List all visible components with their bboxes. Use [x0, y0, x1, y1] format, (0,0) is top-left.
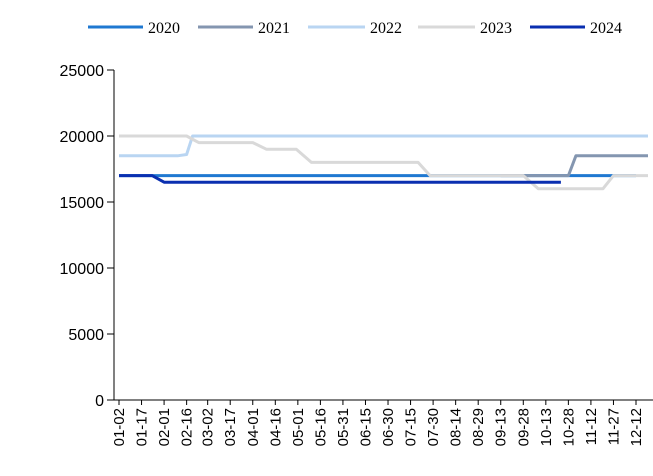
x-tick-label: 01-02 [111, 408, 128, 446]
legend-label-2022: 2022 [370, 20, 402, 37]
x-tick-label: 04-16 [267, 408, 284, 446]
legend-label-2024: 2024 [590, 20, 622, 37]
x-tick-label: 04-01 [245, 408, 262, 446]
legend-label-2023: 2023 [480, 20, 512, 37]
y-tick-label: 15000 [60, 195, 105, 212]
x-tick-label: 07-30 [425, 408, 442, 446]
x-tick-label: 03-02 [200, 408, 217, 446]
x-tick-label: 01-17 [134, 408, 151, 446]
x-tick-label: 08-29 [470, 408, 487, 446]
series-line-2022 [119, 134, 648, 158]
x-tick-label: 06-15 [357, 408, 374, 446]
x-tick-label: 09-28 [515, 408, 532, 446]
x-tick-label: 10-28 [560, 408, 577, 446]
x-tick-label: 09-13 [493, 408, 510, 446]
x-tick-label: 06-30 [380, 408, 397, 446]
x-tick-label: 11-12 [583, 408, 600, 445]
y-tick-label: 25000 [60, 63, 105, 80]
y-tick-label: 0 [95, 393, 104, 410]
series-line-2024 [119, 174, 561, 184]
y-tick-label: 10000 [60, 261, 105, 278]
x-axis: 01-02 01-17 02-01 02-16 03-02 03-17 04-01 04-16… [111, 399, 653, 446]
y-tick-label: 5000 [68, 327, 104, 344]
legend-label-2020: 2020 [148, 20, 180, 37]
x-tick-label: 10-13 [538, 408, 555, 446]
x-tick-label: 02-16 [179, 408, 196, 446]
x-tick-label: 12-12 [628, 408, 645, 446]
x-tick-label: 02-01 [156, 408, 173, 446]
y-tick-label: 20000 [60, 129, 105, 146]
x-tick-label: 11-27 [605, 408, 622, 445]
y-axis: 0 5000 10000 15000 20000 25000 [60, 63, 115, 410]
legend-label-2021: 2021 [258, 20, 290, 37]
x-tick-label: 08-14 [448, 408, 465, 446]
plot-area [119, 134, 648, 191]
x-tick-label: 05-31 [335, 408, 352, 446]
series-line-2021 [500, 154, 648, 178]
x-tick-label: 07-15 [403, 408, 420, 446]
series-line-2023 [119, 134, 648, 191]
x-tick-label: 05-01 [290, 408, 307, 446]
x-tick-label: 03-17 [222, 408, 239, 446]
legend: 2020 2021 2022 2023 2024 [88, 20, 622, 37]
x-tick-label: 05-16 [312, 408, 329, 446]
